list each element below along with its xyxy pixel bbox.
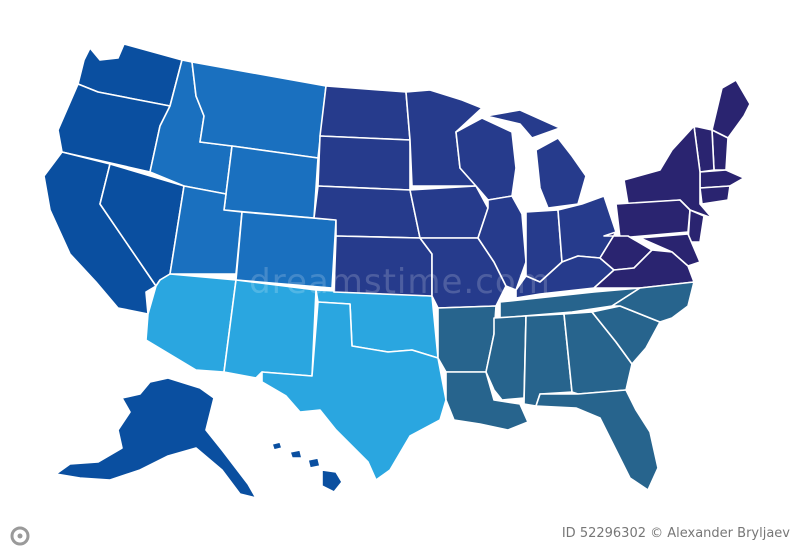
region-northwest [43,43,343,499]
state-arizona [145,273,237,373]
state-massachusetts [699,169,745,189]
state-louisiana [445,371,529,431]
state-alaska [55,377,257,499]
region-southwest [145,273,447,481]
state-montana [191,61,327,159]
state-maryland-de [639,233,701,267]
state-kansas [333,235,433,297]
image-id-credit: ID 52296302 © Alexander Bryljaev [561,526,790,541]
state-texas [261,301,447,481]
state-iowa [409,185,489,239]
state-illinois [477,195,527,291]
state-new-jersey [687,209,705,243]
state-maine [711,79,751,139]
state-colorado [235,211,337,289]
footer-bar: ID 52296302 © Alexander Bryljaev [0,524,800,548]
state-michigan [485,109,587,209]
state-new-mexico [223,279,317,379]
region-midwest [313,85,617,309]
region-mountain [149,59,337,289]
state-florida [535,389,659,491]
region-southeast [437,281,695,491]
state-wyoming [223,145,319,219]
state-north-carolina [611,281,695,323]
state-south-dakota [317,135,411,191]
dreamstime-logo-icon [10,526,30,546]
state-pennsylvania [615,199,691,239]
state-north-dakota [319,85,411,141]
state-hawaii [271,441,343,493]
state-connecticut-ri [699,185,731,205]
region-northeast [593,79,751,289]
